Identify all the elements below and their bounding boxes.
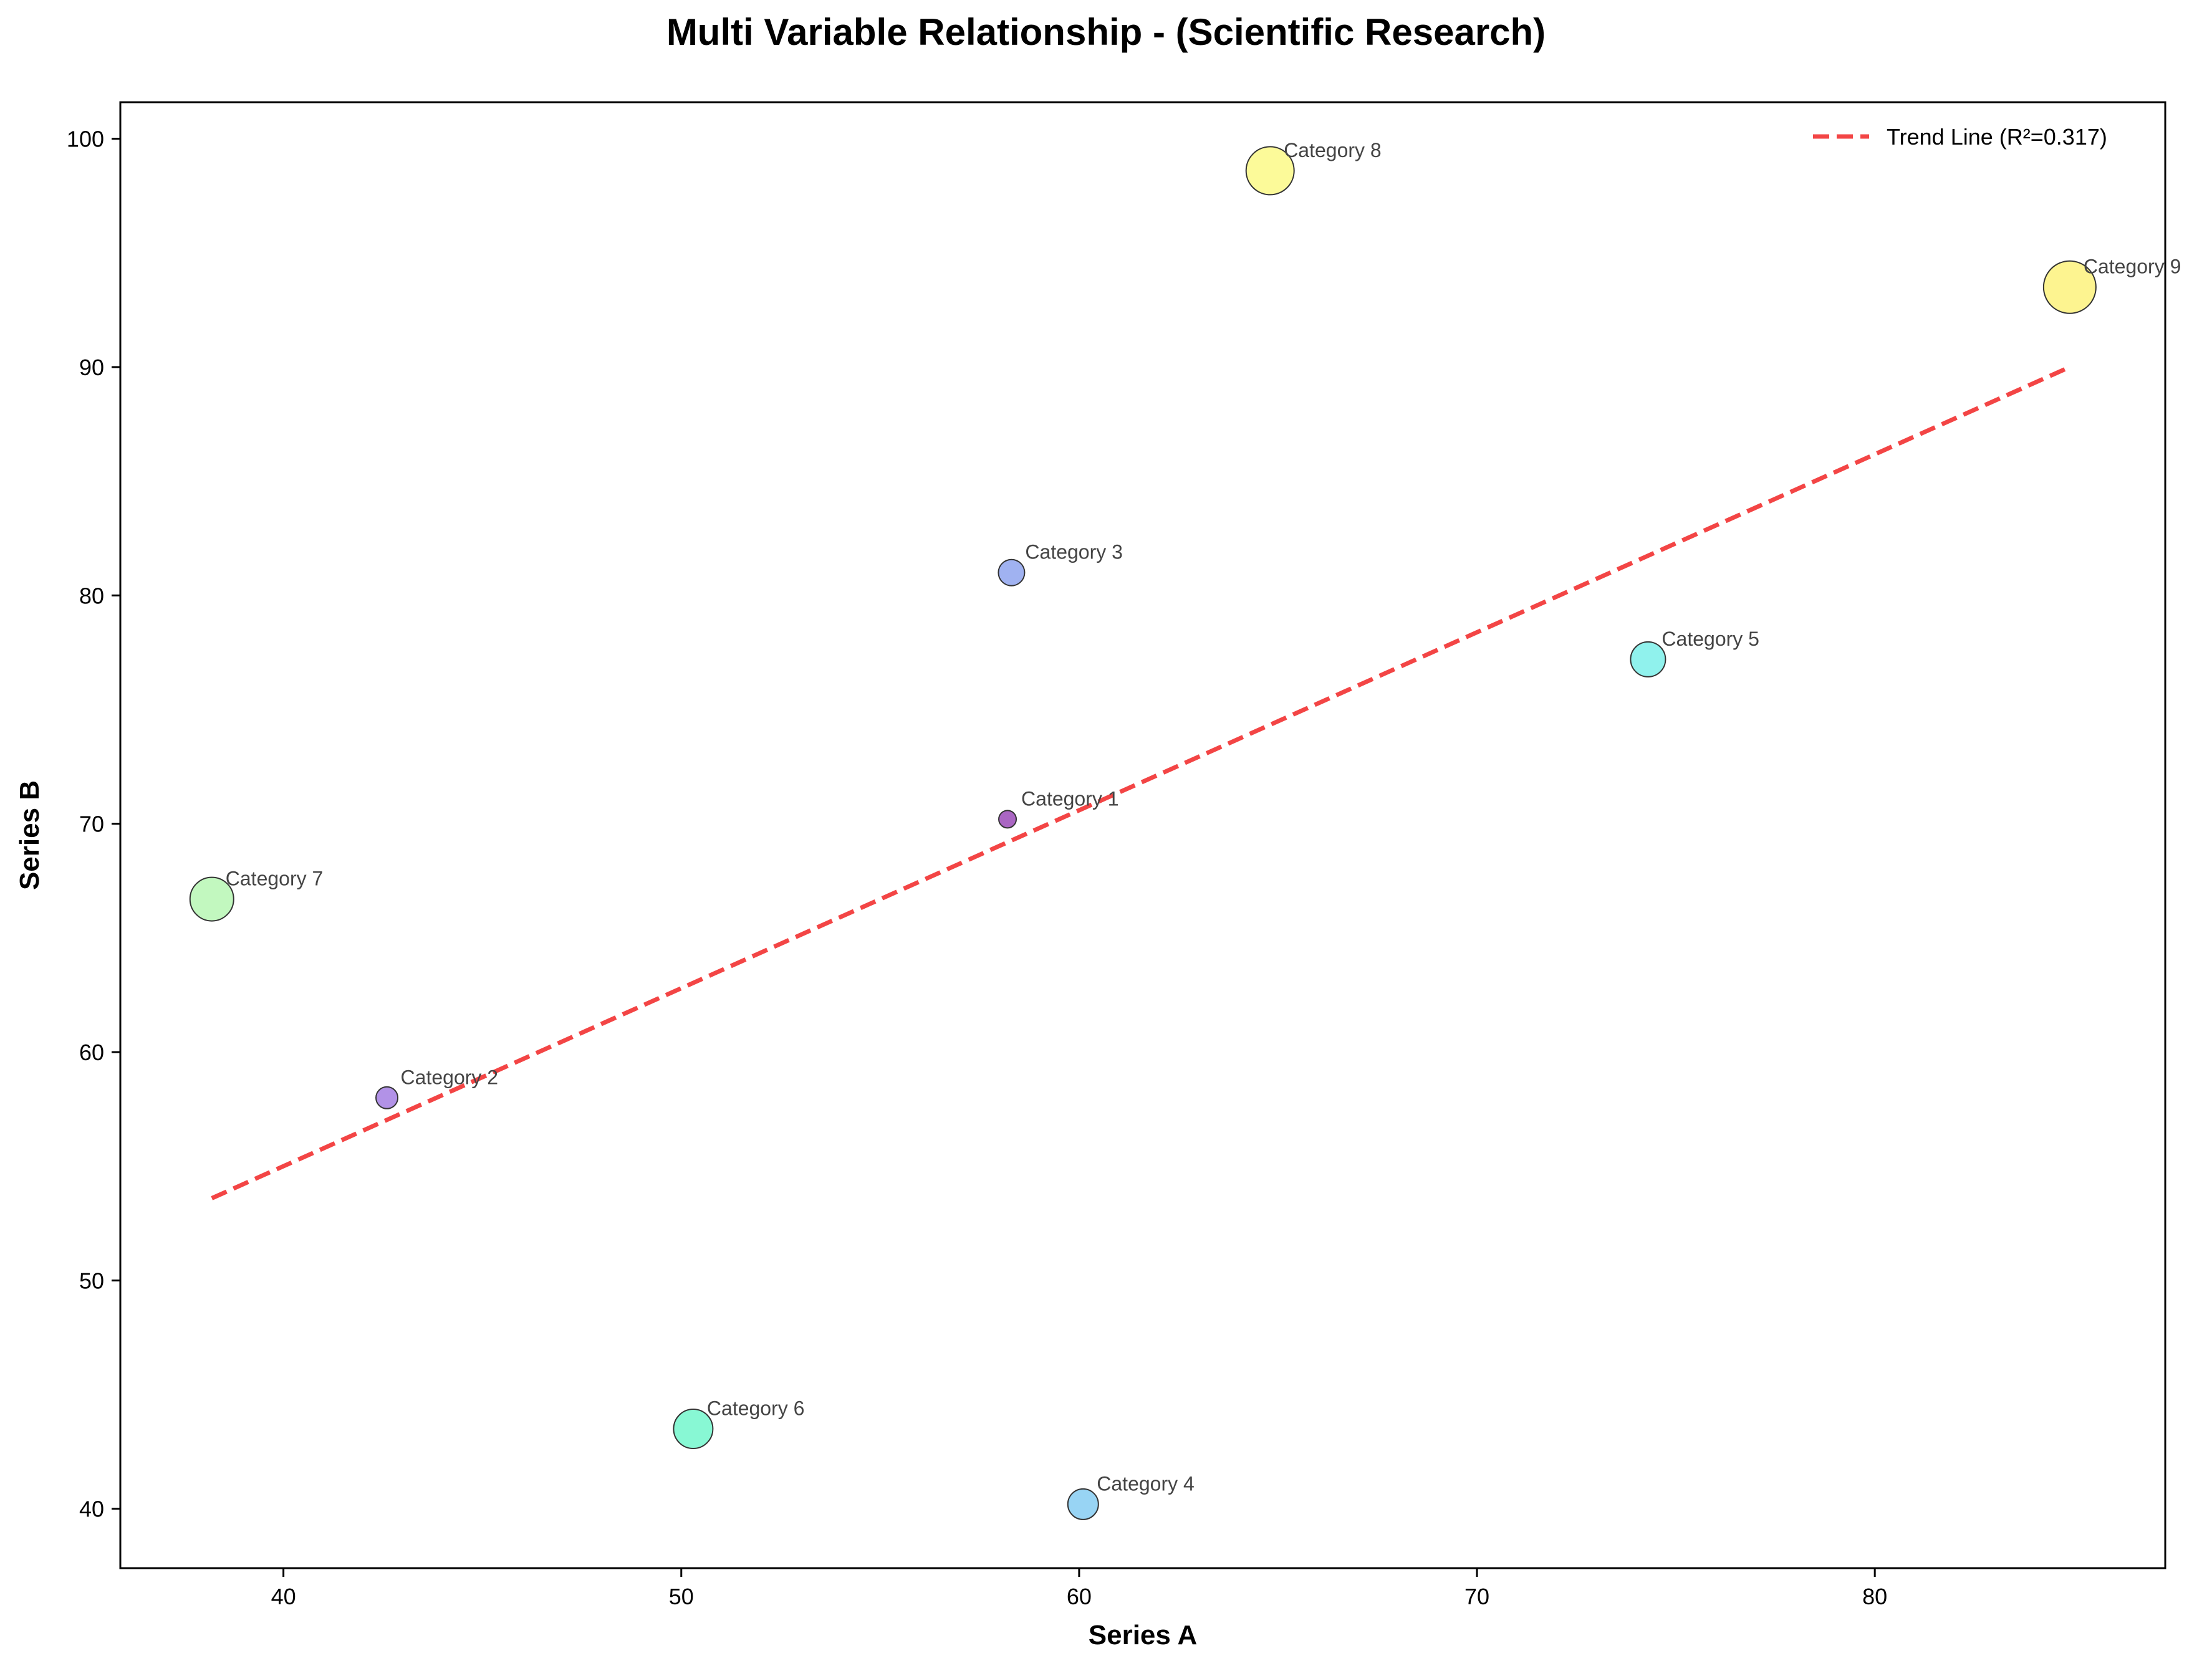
data-point-label: Category 6 — [707, 1397, 805, 1420]
y-axis-label: Series B — [14, 780, 45, 890]
plot-frame — [119, 101, 2166, 1569]
y-tick-label: 40 — [79, 1496, 104, 1522]
data-point-label: Category 9 — [2084, 256, 2181, 278]
x-tick-label: 50 — [669, 1584, 694, 1609]
data-point-label: Category 4 — [1097, 1472, 1195, 1495]
data-point — [1067, 1488, 1099, 1520]
trend-line — [211, 365, 2071, 1200]
y-tick-label: 70 — [79, 811, 104, 837]
x-tick-label: 70 — [1464, 1584, 1489, 1609]
y-axis-ticks: 40 50 60 70 80 90 100 — [67, 127, 120, 1522]
chart-title: Multi Variable Relationship - (Scientifi… — [666, 11, 1546, 53]
data-point-label: Category 2 — [401, 1066, 499, 1088]
trend-layer — [211, 365, 2071, 1200]
data-point — [189, 876, 234, 922]
data-point — [673, 1409, 714, 1450]
x-tick-label: 60 — [1067, 1584, 1092, 1609]
y-tick-label: 100 — [67, 127, 104, 152]
data-point — [375, 1086, 399, 1109]
data-point — [2042, 260, 2097, 314]
x-axis-label: Series A — [1089, 1620, 1197, 1650]
x-tick-label: 80 — [1862, 1584, 1887, 1609]
y-tick-label: 60 — [79, 1040, 104, 1065]
data-point-label: Category 5 — [1661, 628, 1759, 650]
point-labels-layer: Category 1 Category 2 Category 3 Category 4… — [226, 139, 2181, 1495]
y-tick-label: 90 — [79, 355, 104, 380]
data-point-label: Category 7 — [226, 868, 324, 890]
x-tick-label: 40 — [271, 1584, 296, 1609]
data-point-label: Category 1 — [1021, 787, 1119, 810]
y-tick-label: 50 — [79, 1268, 104, 1293]
data-point-label: Category 8 — [1284, 139, 1382, 161]
x-axis-ticks: 40 50 60 70 80 — [271, 1568, 1887, 1609]
data-point — [1245, 146, 1295, 196]
data-point — [998, 558, 1026, 586]
data-point — [1630, 641, 1666, 677]
y-tick-label: 80 — [79, 583, 104, 608]
legend: Trend Line (R²=0.317) — [1813, 124, 2107, 150]
legend-trend-label: Trend Line (R²=0.317) — [1887, 124, 2107, 150]
points-layer — [189, 146, 2097, 1520]
data-point-label: Category 3 — [1025, 541, 1123, 563]
data-point — [998, 810, 1017, 829]
